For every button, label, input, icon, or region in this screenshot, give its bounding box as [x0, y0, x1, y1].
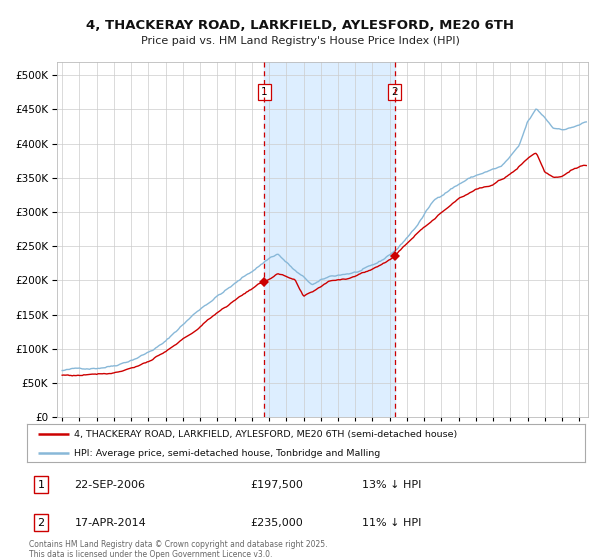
Text: 4, THACKERAY ROAD, LARKFIELD, AYLESFORD, ME20 6TH: 4, THACKERAY ROAD, LARKFIELD, AYLESFORD,…: [86, 18, 514, 32]
Text: 2: 2: [37, 518, 44, 528]
Text: 4, THACKERAY ROAD, LARKFIELD, AYLESFORD, ME20 6TH (semi-detached house): 4, THACKERAY ROAD, LARKFIELD, AYLESFORD,…: [74, 430, 458, 438]
Text: £197,500: £197,500: [250, 479, 303, 489]
Text: HPI: Average price, semi-detached house, Tonbridge and Malling: HPI: Average price, semi-detached house,…: [74, 449, 380, 458]
Text: 22-SEP-2006: 22-SEP-2006: [74, 479, 145, 489]
Text: 17-APR-2014: 17-APR-2014: [74, 518, 146, 528]
Text: Price paid vs. HM Land Registry's House Price Index (HPI): Price paid vs. HM Land Registry's House …: [140, 36, 460, 46]
Text: 1: 1: [37, 479, 44, 489]
Text: 13% ↓ HPI: 13% ↓ HPI: [362, 479, 421, 489]
Text: 1: 1: [261, 87, 268, 97]
Bar: [264, 62, 395, 417]
Text: 2: 2: [391, 87, 398, 97]
Text: Contains HM Land Registry data © Crown copyright and database right 2025.
This d: Contains HM Land Registry data © Crown c…: [29, 540, 328, 559]
Text: £235,000: £235,000: [250, 518, 303, 528]
Text: 11% ↓ HPI: 11% ↓ HPI: [362, 518, 421, 528]
